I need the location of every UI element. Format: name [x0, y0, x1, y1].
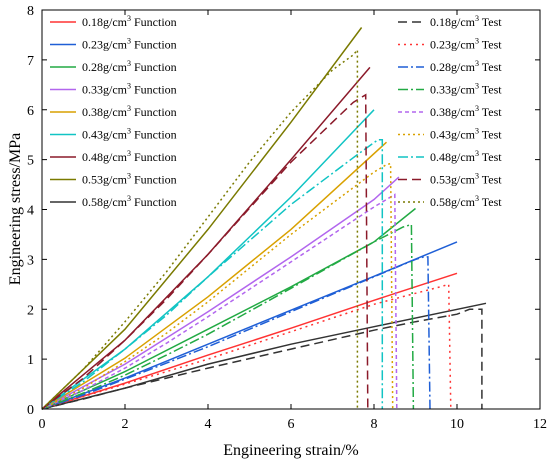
legend-label: 0.38g/cm3 Test — [430, 104, 502, 119]
legend-label: 0.58g/cm3 Test — [430, 194, 502, 209]
legend-label: 0.18g/cm3 Function — [82, 14, 177, 29]
legend-entry: 0.53g/cm3 Test — [398, 172, 502, 187]
y-tick-label: 0 — [27, 403, 34, 418]
legend-label: 0.33g/cm3 Test — [430, 82, 502, 97]
legend-entry: 0.23g/cm3 Test — [398, 37, 502, 52]
series-line-0-28g-cm3-function — [41, 207, 416, 410]
x-tick-label: 10 — [450, 417, 464, 432]
series-line-0-18g-cm3-test — [41, 308, 483, 410]
series-line-0-53g-cm3-function — [41, 27, 363, 410]
legend-label: 0.48g/cm3 Test — [430, 149, 502, 164]
legend-label: 0.43g/cm3 Function — [82, 127, 177, 142]
legend-label: 0.53g/cm3 Function — [82, 172, 177, 187]
legend-entry: 0.28g/cm3 Function — [50, 59, 177, 74]
legend-entry: 0.43g/cm3 Test — [398, 127, 502, 142]
series-line-0-58g-cm3-test — [41, 47, 359, 410]
y-tick-label: 5 — [27, 154, 34, 169]
legend-label: 0.28g/cm3 Function — [82, 59, 177, 74]
legend-entry: 0.33g/cm3 Test — [398, 82, 502, 97]
legend-label: 0.33g/cm3 Function — [82, 82, 177, 97]
series-line-0-23g-cm3-test — [41, 283, 452, 410]
legend-label: 0.28g/cm3 Test — [430, 59, 502, 74]
y-tick-label: 3 — [27, 253, 34, 268]
legend-label: 0.38g/cm3 Function — [82, 104, 177, 119]
series-line-0-18g-cm3-function — [41, 272, 458, 410]
legend-label: 0.23g/cm3 Test — [430, 37, 502, 52]
legend: 0.18g/cm3 Function 0.23g/cm3 Function 0.28… — [50, 14, 502, 209]
series-line-0-38g-cm3-function — [41, 141, 388, 410]
series-line-0-33g-cm3-function — [41, 176, 400, 410]
x-tick-label: 2 — [122, 417, 129, 432]
legend-entry: 0.38g/cm3 Test — [398, 104, 502, 119]
legend-entry: 0.28g/cm3 Test — [398, 59, 502, 74]
series-line-0-28g-cm3-test — [41, 256, 431, 410]
legend-entry: 0.58g/cm3 Test — [398, 194, 502, 209]
legend-label: 0.23g/cm3 Function — [82, 37, 177, 52]
y-axis-label: Engineering stress/MPa — [7, 133, 24, 285]
legend-label: 0.53g/cm3 Test — [430, 172, 502, 187]
x-tick-label: 6 — [288, 417, 295, 432]
legend-entry: 0.38g/cm3 Function — [50, 104, 177, 119]
y-tick-label: 7 — [27, 54, 34, 69]
x-tick-label: 4 — [205, 417, 212, 432]
legend-entry: 0.18g/cm3 Function — [50, 14, 177, 29]
x-tick-label: 12 — [533, 417, 547, 432]
y-tick-label: 2 — [27, 303, 34, 318]
series-line-0-33g-cm3-test — [41, 223, 415, 410]
legend-entry: 0.48g/cm3 Function — [50, 149, 177, 164]
series-line-0-48g-cm3-test — [41, 138, 384, 410]
legend-entry: 0.53g/cm3 Function — [50, 172, 177, 187]
plot-area — [41, 27, 487, 410]
legend-entry: 0.33g/cm3 Function — [50, 82, 177, 97]
legend-label: 0.43g/cm3 Test — [430, 127, 502, 142]
legend-label: 0.18g/cm3 Test — [430, 14, 502, 29]
legend-label: 0.58g/cm3 Function — [82, 194, 177, 209]
x-axis-label: Engineering strain/% — [223, 442, 359, 459]
legend-entry: 0.43g/cm3 Function — [50, 127, 177, 142]
legend-entry: 0.18g/cm3 Test — [398, 14, 502, 29]
x-tick-label: 8 — [371, 417, 378, 432]
legend-label: 0.48g/cm3 Function — [82, 149, 177, 164]
series-line-0-38g-cm3-test — [41, 193, 398, 410]
series-line-0-43g-cm3-test — [41, 162, 394, 410]
x-tick-label: 0 — [39, 417, 46, 432]
legend-entry: 0.58g/cm3 Function — [50, 194, 177, 209]
series-line-0-23g-cm3-function — [41, 241, 458, 410]
legend-entry: 0.48g/cm3 Test — [398, 149, 502, 164]
y-tick-label: 6 — [27, 104, 34, 119]
legend-entry: 0.23g/cm3 Function — [50, 37, 177, 52]
y-tick-label: 4 — [27, 204, 34, 219]
y-tick-label: 1 — [27, 353, 34, 368]
y-tick-label: 8 — [27, 4, 34, 19]
